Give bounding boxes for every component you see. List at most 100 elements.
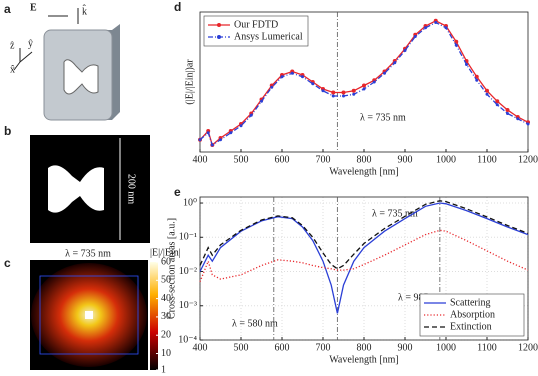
colorbar-tick-label: 1 [161,364,166,375]
y-axis-label: (|E|/|Ein|)ar [184,59,195,105]
y-tick-label: 10⁻¹ [179,232,197,243]
data-point [198,138,202,142]
x-tick-label: 600 [275,342,290,353]
x-tick-label: 400 [193,342,208,353]
data-point [331,90,336,95]
series-line [199,21,529,146]
colorbar-tick-label: 30 [161,311,171,322]
data-point [485,92,489,96]
hole [63,59,99,95]
y-tick-label: 10⁻² [179,266,197,277]
data-point [383,71,386,75]
x-tick-label: 1000 [436,342,456,353]
data-point [372,80,376,84]
data-point [526,122,530,126]
x-tick-label: 1000 [436,154,456,165]
x-tick-label: 900 [398,154,413,165]
annotation: λ = 735 nm [360,112,406,123]
axis-label: E [30,2,37,13]
data-point [506,112,509,115]
data-point [465,63,468,66]
data-point [229,131,233,135]
plot-frame [199,11,529,153]
data-point [485,88,489,93]
colorbar-tick-label: 20 [161,330,171,341]
x-tick-label: 900 [398,342,413,353]
colorbar-tick-label: 60 [161,256,171,267]
data-point [444,26,448,30]
data-point [454,43,458,47]
hot-spot [85,311,93,319]
panel-c: c λ = 735 nm |E|/|Ein| [4,247,181,370]
panel-letter: e [174,185,181,199]
data-point [475,78,479,82]
x-axis-label: Wavelength [nm] [329,354,398,365]
x-tick-label: 1200 [518,154,538,165]
data-point [331,94,335,98]
axis-label: ŷ [28,38,33,49]
panel-b: b 200 nm [4,124,150,243]
map-title: λ = 735 nm [65,248,111,259]
legend-marker [217,23,221,27]
scale-label: 200 nm [126,174,137,205]
data-point [362,83,366,88]
x-tick-label: 600 [275,154,290,165]
data-point [311,82,315,86]
data-point [239,124,243,128]
data-point [280,75,284,79]
y-tick-label: 10⁻³ [179,300,197,311]
legend-label: Absorption [450,309,495,320]
data-point [403,49,407,52]
colorbar-tick-label: 40 [161,293,171,304]
plot-frame [199,196,529,341]
geometry-outline [39,275,139,355]
colorbar [150,262,158,370]
colorbar-tick-label: 50 [161,275,171,286]
x-tick-label: 1100 [477,342,497,353]
data-point [321,89,325,93]
data-point [434,21,438,24]
panel-letter: d [174,0,181,14]
data-point [495,103,499,107]
data-point [413,35,417,38]
data-point [495,99,500,104]
x-tick-label: 800 [357,342,372,353]
colorbar-tick-label: 10 [161,348,171,359]
axis-label: k̂ [82,4,87,17]
series-line [199,229,529,283]
axis-label: x̂ [10,64,15,75]
legend-label: Scattering [450,297,491,308]
data-point [341,90,346,95]
axis-label: ẑ [10,40,15,51]
x-tick-label: 700 [316,154,331,165]
series-line [199,200,529,270]
legend-label: Our FDTD [234,19,278,30]
bowtie [48,165,104,213]
data-point [352,92,356,96]
data-point [393,61,397,65]
y-axis-label: Cross-section areas [a.u.] [166,218,177,319]
data-point [210,143,214,147]
colorbar-label: |E|/|Ein| [150,247,181,258]
legend-label: Ansys Lumerical [234,31,303,42]
x-tick-label: 1200 [518,342,538,353]
annotation: λ = 735 nm [372,208,418,219]
data-point [351,88,356,93]
y-tick-label: 10⁰ [183,197,197,208]
series-line [199,202,529,314]
x-tick-label: 1100 [477,154,497,165]
x-tick-label: 400 [193,154,208,165]
y-tick-label: 10⁻⁴ [178,334,197,345]
series-line [199,20,529,147]
x-tick-label: 700 [316,342,331,353]
data-point [290,71,294,75]
legend-marker [217,35,221,39]
x-tick-label: 500 [234,154,249,165]
legend-label: Extinction [450,321,492,332]
data-point [424,26,427,30]
data-point [362,87,366,91]
data-point [260,99,263,103]
panel-letter: a [4,2,11,16]
x-tick-label: 500 [234,342,249,353]
